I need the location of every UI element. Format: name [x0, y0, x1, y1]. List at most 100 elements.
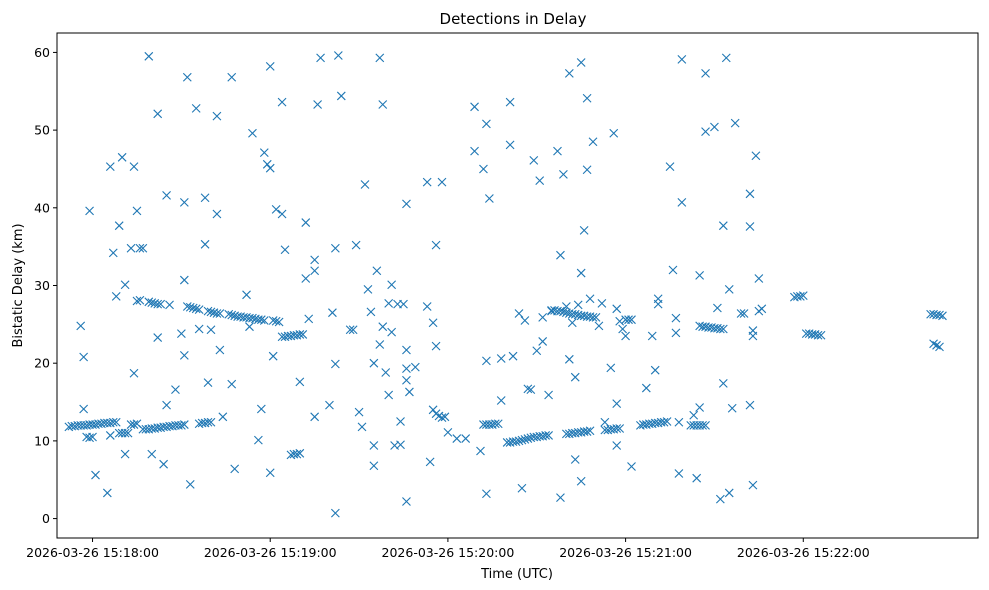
data-point: [159, 459, 168, 469]
data-point: [256, 315, 266, 325]
data-point: [153, 109, 163, 119]
data-point: [621, 331, 630, 341]
data-point: [668, 265, 678, 275]
data-point: [813, 330, 823, 340]
data-point: [612, 424, 622, 433]
data-point: [262, 159, 272, 169]
data-point: [541, 431, 551, 440]
data-point: [351, 240, 361, 250]
data-point: [402, 364, 411, 374]
data-point: [120, 280, 130, 290]
data-point: [171, 385, 180, 394]
data-point: [715, 324, 725, 334]
data-point: [227, 310, 237, 320]
y-tick-label: 10: [34, 433, 50, 448]
data-point: [144, 297, 154, 307]
data-point: [153, 333, 163, 342]
data-point: [227, 379, 237, 389]
data-point: [795, 291, 805, 301]
data-point: [256, 404, 266, 414]
data-point: [108, 417, 118, 427]
data-point: [203, 417, 213, 427]
data-point: [295, 330, 305, 339]
data-point: [91, 470, 100, 480]
data-point: [366, 307, 376, 317]
data-point: [182, 302, 192, 311]
data-point: [600, 417, 610, 427]
data-point: [594, 321, 604, 331]
data-point: [369, 441, 379, 450]
data-point: [665, 162, 675, 172]
data-point: [179, 197, 189, 207]
data-point: [553, 146, 562, 156]
data-point: [612, 441, 622, 450]
data-point: [206, 307, 216, 317]
data-point: [268, 316, 278, 325]
data-point: [482, 489, 491, 499]
data-point: [153, 299, 163, 309]
data-point: [402, 497, 411, 506]
data-point: [162, 190, 171, 200]
data-point: [570, 372, 580, 382]
data-point: [188, 303, 198, 313]
data-point: [490, 419, 500, 429]
data-markers: [64, 51, 947, 518]
data-point: [313, 100, 322, 109]
data-point: [147, 298, 157, 307]
chart-title: Detections in Delay: [440, 10, 587, 28]
data-point: [156, 299, 166, 309]
data-point: [310, 255, 320, 265]
data-point: [482, 356, 491, 366]
data-point: [559, 307, 568, 317]
data-point: [425, 457, 435, 467]
data-point: [564, 69, 574, 78]
data-point: [588, 137, 598, 147]
data-point: [618, 324, 628, 334]
data-point: [381, 368, 391, 377]
data-point: [135, 295, 145, 305]
data-point: [105, 162, 115, 172]
data-point: [277, 97, 287, 107]
data-point: [567, 318, 577, 328]
data-point: [248, 313, 257, 323]
data-point: [739, 309, 749, 318]
data-point: [179, 420, 189, 429]
data-point: [470, 102, 479, 112]
data-point: [132, 296, 142, 306]
data-point: [292, 449, 302, 459]
data-point: [274, 317, 284, 327]
data-point: [259, 148, 269, 158]
data-point: [671, 328, 681, 338]
data-point: [218, 412, 228, 422]
data-point: [677, 197, 687, 207]
x-tick-label: 2026-03-26 15:19:00: [204, 545, 337, 560]
data-point: [695, 271, 705, 280]
data-point: [360, 180, 370, 189]
data-point: [176, 329, 186, 339]
data-point: [556, 250, 565, 260]
data-point: [538, 312, 548, 322]
data-point: [615, 424, 625, 433]
y-axis-label: Bistatic Delay (km): [11, 223, 26, 347]
data-point: [410, 362, 420, 372]
data-point: [265, 468, 275, 478]
data-point: [674, 417, 684, 427]
data-point: [111, 417, 121, 427]
data-point: [938, 311, 947, 321]
data-point: [695, 403, 705, 412]
data-point: [129, 420, 139, 429]
data-point: [517, 483, 527, 493]
data-point: [399, 299, 408, 309]
y-tick-label: 40: [34, 200, 50, 215]
data-point: [304, 314, 314, 324]
data-point: [203, 378, 213, 388]
data-point: [363, 284, 373, 294]
data-point: [402, 345, 411, 355]
data-point: [182, 72, 192, 82]
data-point: [727, 403, 737, 413]
data-point: [176, 420, 186, 430]
data-point: [745, 400, 755, 410]
data-point: [224, 309, 234, 319]
data-point: [200, 193, 210, 203]
data-point: [185, 302, 195, 312]
